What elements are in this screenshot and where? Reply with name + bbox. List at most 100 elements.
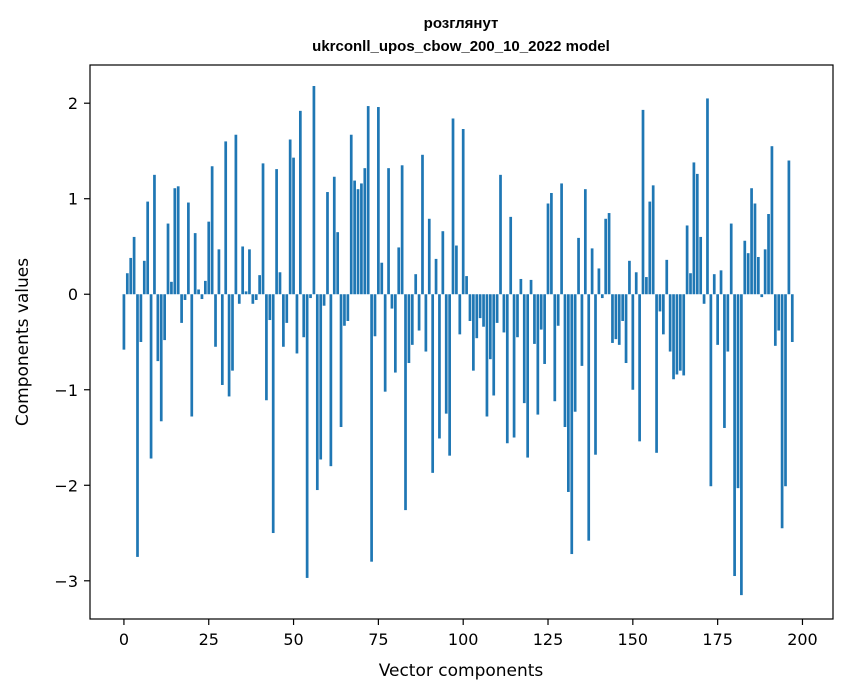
bar-83 xyxy=(404,294,407,511)
bar-11 xyxy=(159,294,163,422)
bar-1 xyxy=(125,273,129,295)
bar-120 xyxy=(529,279,533,295)
bar-128 xyxy=(556,294,560,326)
bar-22 xyxy=(197,289,200,295)
bar-122 xyxy=(536,294,540,415)
bar-70 xyxy=(360,183,363,295)
bar-26 xyxy=(210,166,214,295)
bar-47 xyxy=(282,294,285,347)
bar-15 xyxy=(173,188,177,295)
bar-55 xyxy=(309,294,312,299)
bar-162 xyxy=(672,294,675,380)
bar-50 xyxy=(292,157,295,295)
bar-43 xyxy=(268,294,272,321)
bar-190 xyxy=(767,214,770,295)
y-axis-ticks: −3 −2 −1 0 1 2 xyxy=(54,94,90,591)
bar-48 xyxy=(285,294,289,323)
bar-30 xyxy=(224,141,228,295)
bar-127 xyxy=(553,294,557,402)
bar-175 xyxy=(716,294,719,345)
bar-12 xyxy=(163,294,166,341)
bar-115 xyxy=(512,294,516,438)
bar-183 xyxy=(743,240,747,295)
bar-155 xyxy=(648,201,652,295)
bar-61 xyxy=(329,294,333,467)
bar-126 xyxy=(550,192,553,295)
bar-159 xyxy=(662,294,665,335)
bar-117 xyxy=(519,278,523,295)
bar-86 xyxy=(414,274,418,295)
y-tick-label: −3 xyxy=(54,572,78,591)
bar-84 xyxy=(407,294,411,364)
bar-0 xyxy=(122,294,126,350)
bar-23 xyxy=(200,294,204,300)
bar-196 xyxy=(787,160,791,295)
bar-113 xyxy=(505,294,509,444)
bar-31 xyxy=(227,294,231,397)
bar-151 xyxy=(634,272,638,295)
bar-108 xyxy=(488,294,492,360)
bar-138 xyxy=(590,248,594,295)
bar-91 xyxy=(431,294,435,473)
bar-147 xyxy=(621,294,625,321)
bar-116 xyxy=(516,294,519,338)
bar-170 xyxy=(699,236,703,295)
bar-132 xyxy=(570,294,574,555)
x-tick-label: 0 xyxy=(119,630,129,649)
bar-166 xyxy=(685,225,689,295)
bar-59 xyxy=(322,294,326,306)
bar-3 xyxy=(132,236,136,295)
bar-189 xyxy=(763,249,767,295)
bar-145 xyxy=(614,294,618,340)
bar-67 xyxy=(349,134,353,295)
bar-79 xyxy=(390,294,394,309)
bar-72 xyxy=(366,106,370,295)
chart-title-line-1: розглянут xyxy=(424,15,499,32)
bar-143 xyxy=(607,213,611,295)
bar-33 xyxy=(234,134,238,295)
bar-28 xyxy=(217,249,221,295)
bar-5 xyxy=(139,294,143,342)
bar-46 xyxy=(278,272,282,295)
bar-161 xyxy=(668,294,672,352)
bar-99 xyxy=(458,294,462,335)
bar-4 xyxy=(136,294,139,557)
bar-187 xyxy=(757,256,760,295)
bar-114 xyxy=(509,216,513,295)
bar-169 xyxy=(695,173,699,295)
bar-160 xyxy=(665,259,669,295)
bar-2 xyxy=(129,257,133,295)
bar-130 xyxy=(563,294,567,428)
bar-90 xyxy=(427,218,431,295)
bar-149 xyxy=(628,260,631,295)
x-tick-label: 175 xyxy=(702,630,733,649)
bar-139 xyxy=(594,294,597,455)
bar-42 xyxy=(265,294,268,401)
bar-129 xyxy=(560,183,563,295)
x-tick-label: 25 xyxy=(199,630,219,649)
bar-21 xyxy=(193,233,197,295)
bar-14 xyxy=(170,281,173,295)
x-tick-label: 50 xyxy=(283,630,303,649)
bar-136 xyxy=(583,189,587,295)
bar-158 xyxy=(658,294,662,312)
bar-179 xyxy=(729,223,733,295)
bar-124 xyxy=(543,294,546,364)
bar-39 xyxy=(254,294,258,300)
bar-92 xyxy=(434,258,438,295)
bar-121 xyxy=(533,294,536,344)
bar-40 xyxy=(258,275,261,295)
x-tick-label: 75 xyxy=(368,630,388,649)
bar-172 xyxy=(706,98,709,295)
bar-125 xyxy=(546,203,550,295)
bar-111 xyxy=(499,174,502,295)
plot-frame xyxy=(89,64,834,620)
bar-182 xyxy=(740,294,743,596)
bar-150 xyxy=(631,294,635,390)
x-tick-label: 200 xyxy=(787,630,818,649)
bar-188 xyxy=(760,294,764,298)
bar-184 xyxy=(746,253,750,295)
bar-74 xyxy=(373,294,377,337)
bar-103 xyxy=(472,294,475,371)
